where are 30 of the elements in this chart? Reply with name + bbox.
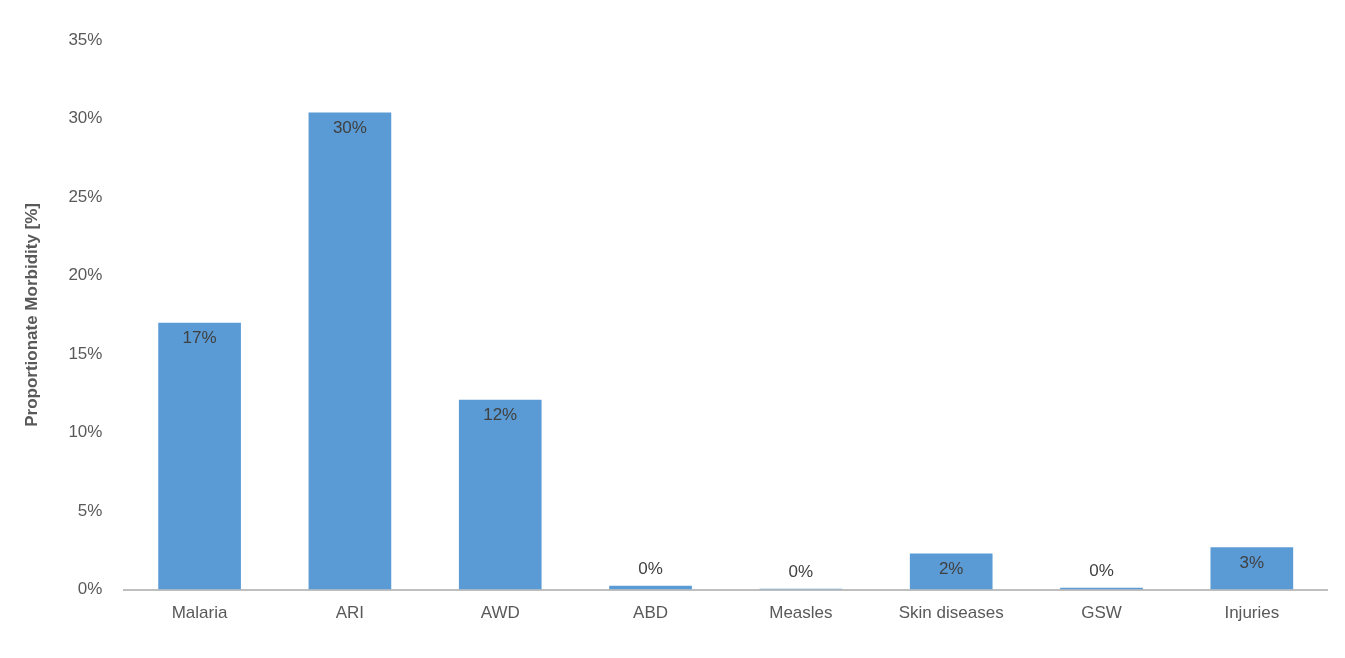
x-tick-label: Injuries <box>1224 603 1280 623</box>
bar <box>458 399 542 590</box>
bar <box>308 112 392 590</box>
x-tick-label: Skin diseases <box>898 603 1004 623</box>
x-tick-label: ARI <box>335 603 365 623</box>
bar <box>1210 547 1294 590</box>
y-tick-label: 20% <box>68 265 103 285</box>
y-tick-label: 15% <box>68 343 103 363</box>
data-label: 0% <box>638 559 663 579</box>
y-axis-title: Proportionate Morbidity [%] <box>21 202 41 427</box>
y-tick-label: 5% <box>77 500 103 520</box>
y-tick-label: 25% <box>68 186 103 206</box>
data-label: 0% <box>788 562 814 582</box>
bar <box>158 322 241 590</box>
y-tick-label: 30% <box>68 108 103 128</box>
data-label: 3% <box>1239 552 1265 572</box>
y-tick-label: 0% <box>77 579 103 599</box>
bar <box>909 553 993 590</box>
y-tick-label: 10% <box>68 422 103 442</box>
data-label: 2% <box>938 559 964 579</box>
data-label: 12% <box>483 405 518 425</box>
data-label: 30% <box>332 118 367 138</box>
x-tick-label: Measles <box>769 603 833 623</box>
y-tick-label: 35% <box>68 29 103 49</box>
x-tick-label: ABD <box>633 603 669 623</box>
x-tick-label: GSW <box>1081 603 1122 623</box>
data-label: 0% <box>1089 561 1114 581</box>
x-tick-label: Malaria <box>171 603 228 623</box>
x-tick-label: AWD <box>480 603 520 623</box>
data-label: 17% <box>182 328 217 348</box>
